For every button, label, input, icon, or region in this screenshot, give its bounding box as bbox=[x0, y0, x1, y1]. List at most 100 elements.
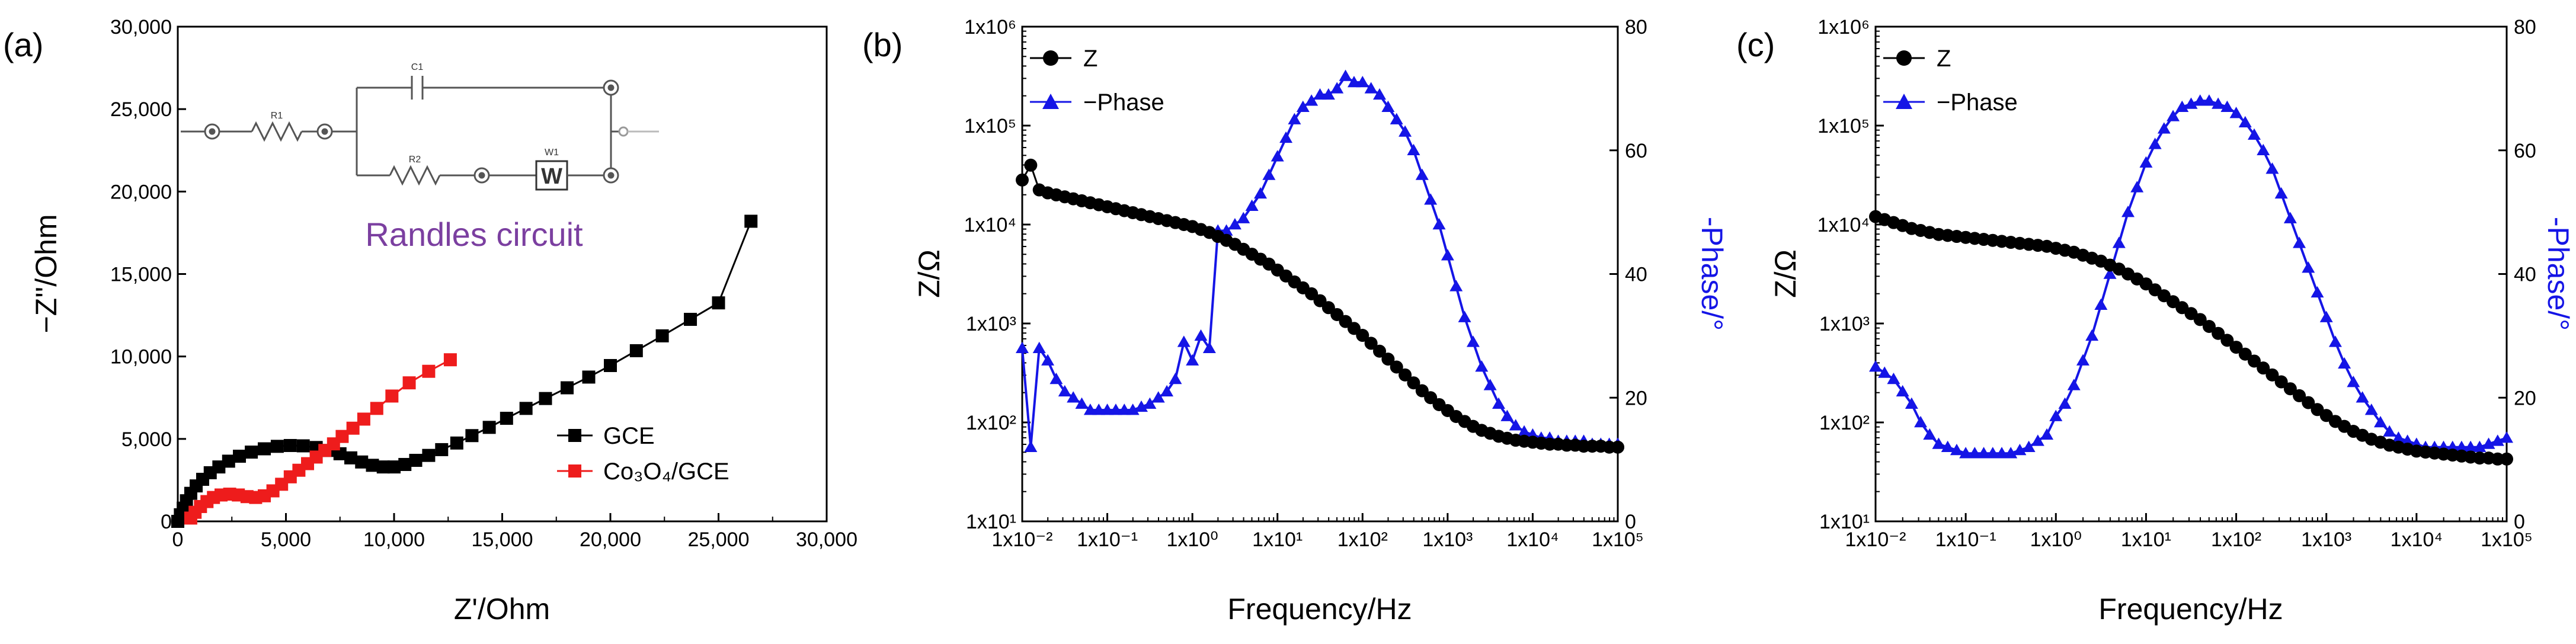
x-tick-label: 1x10⁵ bbox=[2481, 528, 2533, 551]
impedance-point bbox=[1364, 337, 1378, 350]
impedance-point bbox=[2193, 313, 2207, 326]
phase-point bbox=[2004, 447, 2018, 459]
phase-point bbox=[1381, 100, 1395, 112]
panel-a-ticks: 0 5,000 10,000 15,000 20,000 25,000 30,000 0 5,0… bbox=[110, 16, 857, 551]
panel-a-xlabel: Z'/Ohm bbox=[454, 592, 550, 626]
circuit-label-c1: C1 bbox=[411, 62, 424, 72]
phase-point bbox=[1390, 113, 1403, 124]
phase-point bbox=[1109, 403, 1122, 415]
phase-point bbox=[1177, 335, 1191, 347]
data-point bbox=[482, 421, 496, 434]
phase-point bbox=[2220, 100, 2234, 112]
phase-point bbox=[2347, 376, 2360, 387]
y-tick-label: 25,000 bbox=[110, 98, 172, 121]
phase-point bbox=[2184, 97, 2198, 109]
legend-label-phase: −Phase bbox=[1937, 89, 2018, 116]
phase-point bbox=[2446, 440, 2459, 452]
phase-point bbox=[2112, 236, 2126, 248]
phase-point bbox=[1237, 212, 1250, 223]
phase-point bbox=[2319, 310, 2333, 322]
impedance-point bbox=[2283, 382, 2297, 396]
phase-point bbox=[1364, 82, 1378, 94]
panel-a-series bbox=[171, 214, 758, 528]
panel-c-ticks: 1x10⁻² 1x10⁻¹ 1x10⁰ 1x10¹ 1x10² 1x10³ 1x10⁴ 1x1… bbox=[1817, 16, 2536, 551]
x-tick-label: 1x10⁻² bbox=[1845, 528, 1906, 551]
legend-marker-z bbox=[1043, 50, 1058, 66]
impedance-point bbox=[2302, 396, 2315, 409]
phase-point bbox=[1968, 447, 1982, 459]
phase-point bbox=[2238, 116, 2252, 128]
x-tick-label: 1x10⁰ bbox=[1166, 528, 1218, 551]
phase-point bbox=[2085, 329, 2099, 341]
y-left-tick-label: 1x10⁵ bbox=[964, 115, 1016, 137]
circuit-node-dot bbox=[321, 128, 328, 135]
panel-b-ylabel-left: Z/Ω bbox=[913, 249, 946, 298]
phase-point bbox=[1067, 391, 1080, 403]
data-point bbox=[655, 329, 669, 342]
data-point bbox=[366, 459, 379, 472]
phase-point bbox=[1509, 419, 1522, 431]
circuit-node-dot bbox=[607, 172, 615, 179]
impedance-point bbox=[1381, 353, 1395, 366]
circuit-node-dot bbox=[478, 172, 485, 179]
phase-point bbox=[1995, 447, 2008, 459]
phase-point bbox=[2031, 434, 2044, 446]
panel-a-legend: GCE Co₃O₄/GCE bbox=[557, 423, 729, 485]
impedance-point bbox=[2202, 320, 2216, 334]
resistor-r2 bbox=[389, 165, 441, 186]
phase-point bbox=[1135, 400, 1148, 412]
y-tick-label: 30,000 bbox=[110, 16, 172, 39]
phase-point bbox=[1296, 100, 1310, 112]
data-point bbox=[561, 381, 574, 395]
x-tick-label: 1x10⁴ bbox=[2391, 528, 2443, 551]
phase-point bbox=[1032, 341, 1046, 353]
x-tick-label: 1x10¹ bbox=[2121, 528, 2171, 551]
y-right-tick-label: 0 bbox=[1625, 511, 1636, 533]
phase-point bbox=[1869, 360, 1882, 372]
x-tick-label: 1x10¹ bbox=[1252, 528, 1303, 551]
phase-line bbox=[1874, 100, 2507, 455]
phase-point bbox=[1950, 443, 1963, 456]
phase-point bbox=[1407, 143, 1420, 155]
data-point bbox=[333, 447, 347, 460]
panel-a-label: (a) bbox=[3, 26, 43, 63]
phase-point bbox=[1449, 280, 1463, 291]
phase-point bbox=[1887, 372, 1900, 385]
phase-point bbox=[1151, 391, 1165, 403]
y-right-tick-label: 80 bbox=[1625, 16, 1647, 39]
phase-point bbox=[1194, 329, 1208, 341]
x-tick-label: 20,000 bbox=[580, 528, 641, 551]
phase-point bbox=[1100, 403, 1114, 415]
impedance-point bbox=[2220, 334, 2234, 347]
phase-point bbox=[1279, 131, 1293, 143]
phase-point bbox=[1228, 218, 1241, 230]
impedance-point bbox=[1016, 173, 1029, 187]
panel-b-xlabel: Frequency/Hz bbox=[1227, 592, 1412, 626]
legend-label-phase: −Phase bbox=[1083, 89, 1164, 116]
phase-point bbox=[1313, 88, 1327, 100]
panel-c-series bbox=[1869, 94, 2513, 466]
phase-point bbox=[1432, 218, 1446, 230]
phase-point bbox=[1126, 403, 1140, 415]
phase-point bbox=[1339, 69, 1352, 81]
circuit-node-dot bbox=[209, 128, 216, 135]
inset-title: Randles circuit bbox=[365, 216, 583, 253]
data-point bbox=[370, 402, 383, 415]
phase-point bbox=[1143, 397, 1157, 409]
data-point bbox=[629, 344, 643, 357]
phase-point bbox=[2364, 403, 2378, 415]
circuit-label-w1: W1 bbox=[545, 148, 559, 158]
phase-point bbox=[2175, 100, 2189, 112]
data-point bbox=[402, 376, 416, 390]
x-tick-label: 15,000 bbox=[472, 528, 533, 551]
phase-point bbox=[1024, 440, 1038, 452]
impedance-point bbox=[2238, 347, 2252, 361]
phase-point bbox=[1977, 447, 1991, 459]
impedance-point bbox=[2473, 451, 2487, 465]
phase-point bbox=[1288, 113, 1301, 124]
phase-point bbox=[2491, 434, 2504, 446]
circuit-terminal bbox=[618, 126, 629, 137]
phase-point bbox=[2283, 212, 2297, 223]
phase-point bbox=[2302, 261, 2315, 273]
phase-line bbox=[1021, 74, 1618, 447]
